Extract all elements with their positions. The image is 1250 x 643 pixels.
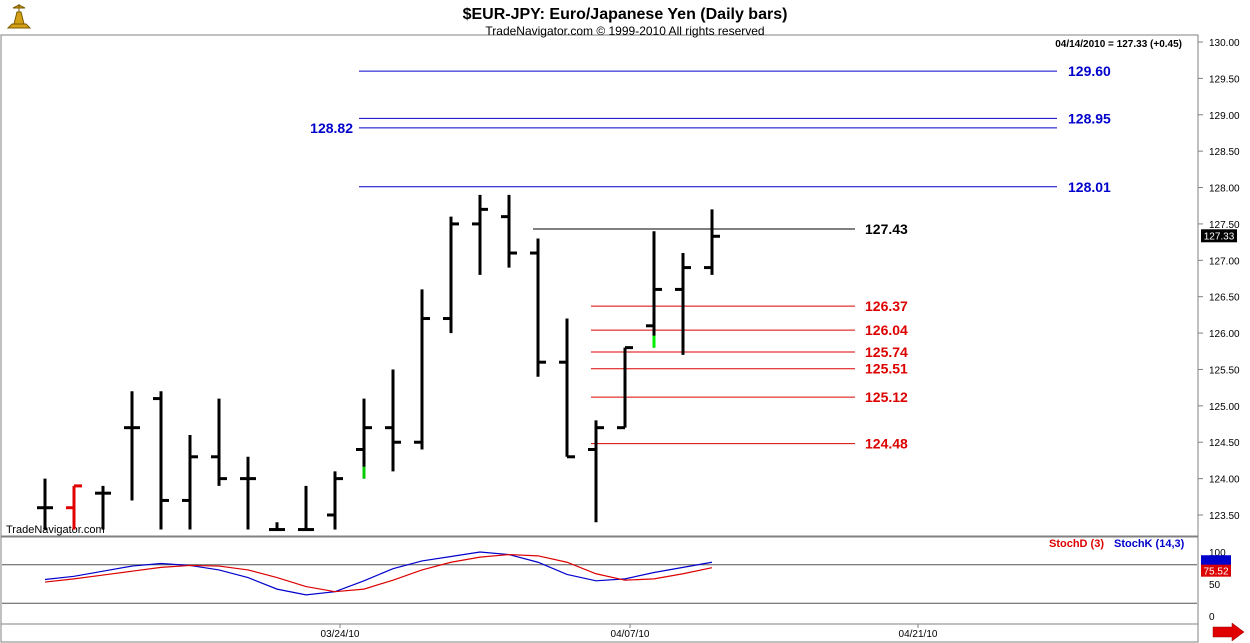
stochd-value-tag [1201,564,1231,577]
stoch-tick-label: 100 [1209,548,1226,559]
level-label-125.51: 125.51 [865,361,908,377]
ohlc-bar [124,391,140,501]
ohlc-bar [153,391,169,530]
app-logo[interactable] [2,2,36,34]
ohlc-bar [95,485,111,530]
ohlc-bar [327,471,343,530]
copyright-text: TradeNavigator.com © 1999-2010 All right… [485,24,764,38]
price-tick-label: 128.00 [1209,184,1240,195]
price-readout: 04/14/2010 = 127.33 (+0.45) [1055,39,1182,50]
ohlc-bar [182,434,198,530]
ohlc-bar [298,485,314,532]
trade-navigator-logo-icon [6,4,32,29]
level-label-128.82: 128.82 [310,120,353,136]
ohlc-bar [675,253,691,355]
price-tick-label: 127.00 [1209,256,1240,267]
stoch-series-line-1 [44,553,713,593]
level-label-128.01: 128.01 [1068,179,1111,195]
chart-title: $EUR-JPY: Euro/Japanese Yen (Daily bars) [463,6,788,23]
ohlc-bar [269,522,285,532]
price-tick-label: 129.00 [1209,111,1240,122]
ohlc-bar [385,369,401,472]
price-axis: 130.00129.50129.00128.50128.00127.50127.… [1198,38,1240,522]
price-tick-label: 124.00 [1209,475,1240,486]
stochastic-pane: 100 50 0 StochD (3) StochK (14,3) 75.52 [2,538,1231,623]
stoch-legend-entry: StochK (14,3) [1114,538,1185,550]
ohlc-bar [211,398,227,486]
stoch-series-line-0 [44,551,713,596]
price-tick-label: 128.50 [1209,147,1240,158]
stochk-value-tag [1201,555,1231,566]
price-tick-label: 124.50 [1209,438,1240,449]
ohlc-bar [501,194,517,268]
price-tick-label: 130.00 [1209,38,1240,49]
last-price-tag-label: 127.33 [1204,231,1235,242]
ohlc-bar [559,318,575,459]
time-axis-frame [0,623,1199,643]
time-axis: 03/24/10 04/07/10 04/21/10 [321,624,938,640]
level-label-128.95: 128.95 [1068,110,1111,126]
price-tick-label: 123.50 [1209,511,1240,522]
price-tick-label: 129.50 [1209,74,1240,85]
scroll-right-arrow-icon[interactable] [1212,622,1245,642]
ohlc-bar [443,216,459,334]
stoch-tick-label: 50 [1209,580,1221,591]
price-tick-label: 126.00 [1209,329,1240,340]
ohlc-bar [414,289,430,450]
stoch-tick-label: 0 [1209,612,1215,623]
price-pane-frame [0,34,1199,537]
level-label-125.12: 125.12 [865,389,908,405]
ohlc-bar [356,398,372,479]
ohlc-bar [530,238,546,377]
ohlc-bars [37,194,720,532]
ohlc-bar [37,478,53,530]
level-label-126.37: 126.37 [865,298,908,314]
watermark: TradeNavigator.com [6,524,105,536]
last-price-tag: 127.33 [1201,229,1237,243]
level-label-129.60: 129.60 [1068,63,1111,79]
price-tick-label: 127.50 [1209,220,1240,231]
stoch-legend-entry: StochD (3) [1049,538,1104,550]
level-label-124.48: 124.48 [865,436,908,452]
ohlc-bar [646,231,662,348]
level-label-127.43: 127.43 [865,221,908,237]
level-lines: 129.60 128.95 128.82 128.01 127.43 126.37 126.… [310,63,1111,452]
time-tick-label: 04/21/10 [899,629,938,640]
ohlc-bar [240,456,256,530]
time-tick-label: 04/07/10 [611,629,650,640]
ohlc-bar [617,346,633,430]
price-tick-label: 126.50 [1209,293,1240,304]
stochd-value-label: 75.52 [1203,567,1228,578]
price-tick-label: 125.00 [1209,402,1240,413]
ohlc-bar [472,194,488,275]
level-label-125.74: 125.74 [865,344,908,360]
ohlc-bar [66,484,82,530]
level-label-126.04: 126.04 [865,322,908,338]
price-tick-label: 125.50 [1209,365,1240,376]
ohlc-bar [704,209,720,275]
ohlc-bar [588,420,604,523]
time-tick-label: 03/24/10 [321,629,360,640]
